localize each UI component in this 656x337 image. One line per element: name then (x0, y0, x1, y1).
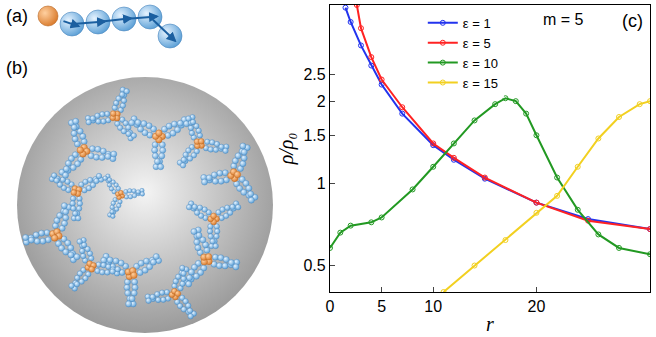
svg-text:1: 1 (317, 175, 326, 192)
svg-text:ε = 1: ε = 1 (463, 16, 491, 31)
svg-text:10: 10 (424, 298, 442, 315)
svg-text:(a): (a) (6, 6, 28, 26)
svg-text:0: 0 (326, 298, 335, 315)
svg-text:2.5: 2.5 (303, 66, 325, 83)
svg-text:ε = 10: ε = 10 (463, 56, 498, 71)
svg-text:(b): (b) (6, 58, 28, 78)
svg-text:m = 5: m = 5 (543, 11, 584, 28)
svg-text:r: r (486, 313, 494, 335)
svg-text:2: 2 (317, 93, 326, 110)
svg-text:ε = 5: ε = 5 (463, 36, 491, 51)
svg-text:20: 20 (528, 298, 546, 315)
svg-text:0.5: 0.5 (303, 257, 325, 274)
svg-text:5: 5 (377, 298, 386, 315)
svg-text:ε = 15: ε = 15 (463, 76, 498, 91)
svg-text:(c): (c) (622, 11, 643, 31)
svg-text:ρ/ρ₀: ρ/ρ₀ (275, 133, 298, 166)
svg-text:1.5: 1.5 (303, 127, 325, 144)
